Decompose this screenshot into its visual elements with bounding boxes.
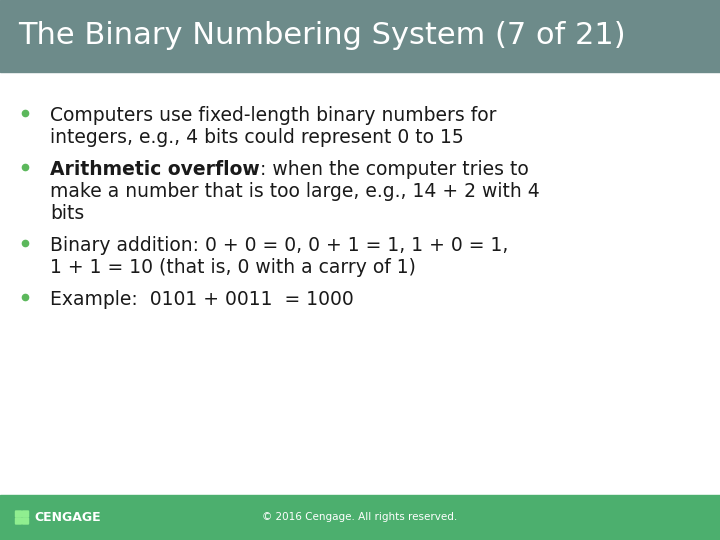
Text: Binary addition: 0 + 0 = 0, 0 + 1 = 1, 1 + 0 = 1,: Binary addition: 0 + 0 = 0, 0 + 1 = 1, 1… [50,236,508,255]
Text: Computers use fixed-length binary numbers for: Computers use fixed-length binary number… [50,106,497,125]
Text: : when the computer tries to: : when the computer tries to [260,160,529,179]
Bar [0,72,720,495]
Bar [0,495,720,540]
Text: 1 + 1 = 10 (that is, 0 with a carry of 1): 1 + 1 = 10 (that is, 0 with a carry of 1… [50,258,416,277]
Text: © 2016 Cengage. All rights reserved.: © 2016 Cengage. All rights reserved. [262,512,458,523]
Text: The Binary Numbering System (7 of 21): The Binary Numbering System (7 of 21) [18,22,626,51]
FancyBboxPatch shape [16,518,22,524]
FancyBboxPatch shape [16,511,22,517]
Text: make a number that is too large, e.g., 14 + 2 with 4: make a number that is too large, e.g., 1… [50,182,540,201]
Bar [0,0,720,72]
FancyBboxPatch shape [22,518,29,524]
Text: CENGAGE: CENGAGE [35,511,102,524]
Text: bits: bits [50,204,84,223]
Text: Example:  0101 + 0011  = 1000: Example: 0101 + 0011 = 1000 [50,290,354,309]
FancyBboxPatch shape [22,511,29,517]
Text: Arithmetic overflow: Arithmetic overflow [50,160,260,179]
Text: integers, e.g., 4 bits could represent 0 to 15: integers, e.g., 4 bits could represent 0… [50,128,464,147]
